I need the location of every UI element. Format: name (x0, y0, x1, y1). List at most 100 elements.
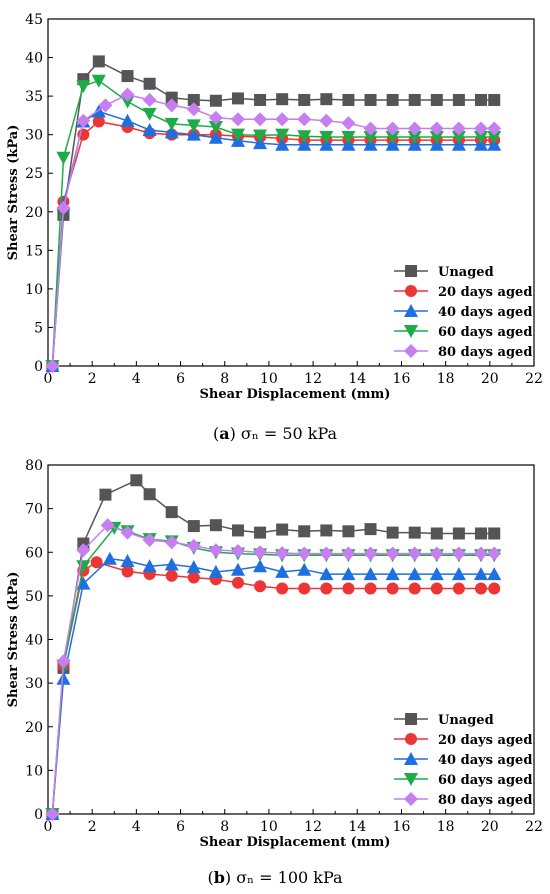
x-tick-label: 22 (525, 819, 543, 835)
data-point (120, 95, 135, 109)
series-0 (46, 55, 501, 372)
legend-marker (404, 752, 418, 765)
data-point (120, 525, 135, 540)
y-tick-label: 20 (25, 205, 43, 221)
x-tick-label: 10 (260, 819, 278, 835)
caption-a: (a) σₙ = 50 kPa (212, 424, 338, 443)
data-point (45, 807, 60, 821)
series-line (51, 79, 495, 367)
data-point (231, 92, 244, 105)
data-point (297, 546, 312, 561)
data-point (341, 546, 356, 561)
legend: Unaged 20 days aged 40 days aged 60 days ag… (394, 713, 532, 808)
x-tick-label: 18 (437, 371, 455, 387)
data-point (451, 130, 466, 144)
data-point (429, 567, 444, 581)
data-point (276, 523, 289, 536)
data-point (142, 107, 157, 121)
data-point (208, 564, 223, 578)
data-point (319, 130, 334, 144)
data-point (120, 113, 135, 127)
y-tick-label: 10 (25, 282, 43, 298)
data-point (473, 137, 488, 151)
data-point (320, 93, 333, 106)
series-line (51, 120, 495, 367)
data-point (120, 553, 135, 567)
data-point (452, 582, 465, 595)
data-point (253, 136, 268, 150)
y-tick-label: 30 (25, 128, 43, 144)
data-point (275, 137, 290, 151)
data-point (386, 526, 399, 539)
data-point (385, 137, 400, 151)
legend-label: Unaged (438, 265, 494, 280)
legend-marker (404, 344, 418, 358)
data-point (56, 654, 71, 669)
data-point (142, 533, 157, 548)
x-tick-label: 6 (176, 371, 185, 387)
data-point (56, 151, 71, 165)
data-point (451, 121, 466, 136)
data-point (407, 137, 422, 151)
data-point (230, 543, 245, 558)
data-point (429, 137, 444, 151)
x-tick-label: 2 (88, 371, 97, 387)
data-point (385, 121, 400, 136)
x-tick-label: 12 (304, 819, 322, 835)
data-point (208, 543, 223, 558)
data-point (100, 518, 115, 533)
legend-label: 20 days aged (438, 285, 532, 300)
data-point (186, 538, 201, 553)
y-tick-label: 0 (34, 359, 43, 375)
legend-marker (405, 285, 417, 297)
data-point (130, 474, 143, 487)
data-point (209, 519, 222, 532)
data-point (98, 98, 113, 113)
data-point (363, 121, 378, 136)
legend-marker (404, 304, 418, 317)
legend-marker (404, 792, 418, 806)
data-point (487, 137, 502, 151)
data-point (451, 137, 466, 151)
data-point (320, 582, 333, 595)
chart-b: 0 2 4 6 8 10 12 14 16 18 20 22 0 10 20 30 40 50 60 70 80 Shea… (6, 458, 543, 850)
data-point (342, 525, 355, 538)
legend-label: 60 days aged (438, 773, 532, 788)
data-point (386, 582, 399, 595)
y-axis-label: Shear Stress (kPa) (6, 572, 21, 708)
series-line (51, 524, 495, 815)
data-point (187, 520, 200, 533)
data-point (342, 93, 355, 106)
data-point (275, 112, 290, 127)
data-point (473, 121, 488, 136)
data-point (275, 128, 290, 142)
data-point (92, 55, 105, 68)
y-axis-label: Shear Stress (kPa) (6, 125, 21, 261)
caption-a-letter: a (219, 424, 230, 443)
data-point (76, 543, 91, 558)
x-axis-label: Shear Displacement (mm) (200, 387, 391, 402)
data-point (474, 527, 487, 540)
data-point (488, 93, 501, 106)
series-line (51, 110, 495, 367)
data-point (276, 582, 289, 595)
x-tick-label: 10 (260, 371, 278, 387)
series-line (51, 561, 495, 815)
data-point (164, 117, 179, 131)
data-point (165, 506, 178, 519)
series-line (51, 479, 495, 815)
data-point (297, 562, 312, 576)
data-point (230, 562, 245, 576)
data-point (363, 137, 378, 151)
data-point (209, 94, 222, 107)
data-point (473, 567, 488, 581)
y-tick-label: 40 (25, 633, 43, 649)
data-point (407, 546, 422, 561)
data-point (473, 130, 488, 144)
data-point (487, 567, 502, 581)
y-tick-label: 35 (25, 89, 43, 105)
data-point (254, 93, 267, 106)
data-point (474, 582, 487, 595)
y-tick-label: 30 (25, 676, 43, 692)
series-2 (45, 104, 502, 372)
